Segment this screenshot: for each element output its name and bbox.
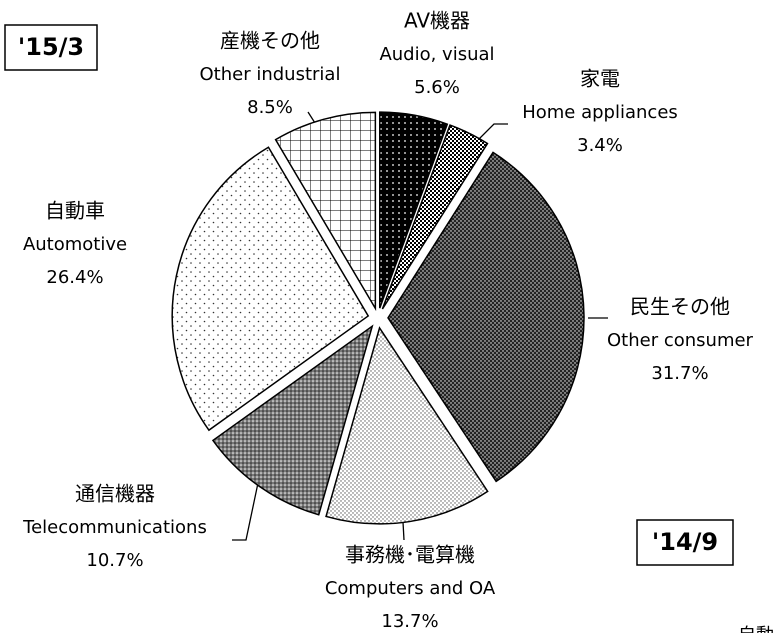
value-label: 31.7% — [651, 363, 708, 384]
value-label: 3.4% — [577, 135, 623, 156]
label-en: Other industrial — [200, 64, 341, 85]
value-label: 10.7% — [86, 550, 143, 571]
label-ja: 民生その他 — [630, 295, 730, 319]
slice — [325, 326, 489, 525]
slice — [387, 151, 585, 483]
label-ja: AV機器 — [404, 9, 470, 33]
label-ja: 自動車 — [45, 199, 105, 223]
slice — [379, 111, 449, 309]
label-en: Telecommunications — [22, 517, 207, 538]
label-en: Other consumer — [607, 330, 754, 351]
slice — [171, 146, 370, 432]
label-en: Audio, visual — [379, 44, 494, 65]
label-ja: 産機その他 — [220, 29, 320, 53]
value-label: 13.7% — [381, 611, 438, 632]
label-ja: 通信機器 — [75, 482, 155, 506]
date-label: '14/9 — [652, 528, 718, 556]
label-en: Computers and OA — [325, 578, 496, 599]
label-en: Home appliances — [522, 102, 678, 123]
value-label: 8.5% — [247, 97, 293, 118]
value-label: 26.4% — [46, 267, 103, 288]
label-en: Automotive — [23, 234, 127, 255]
value-label: 5.6% — [414, 77, 460, 98]
date-box — [636, 519, 734, 566]
slice — [274, 111, 377, 312]
label-ja: 事務機･電算機 — [345, 543, 475, 567]
date-label: '15/3 — [18, 33, 84, 61]
cut-text: 自動 — [738, 625, 773, 633]
date-box — [4, 24, 98, 71]
slice — [381, 124, 489, 310]
slice — [211, 324, 374, 516]
label-ja: 家電 — [580, 67, 620, 91]
